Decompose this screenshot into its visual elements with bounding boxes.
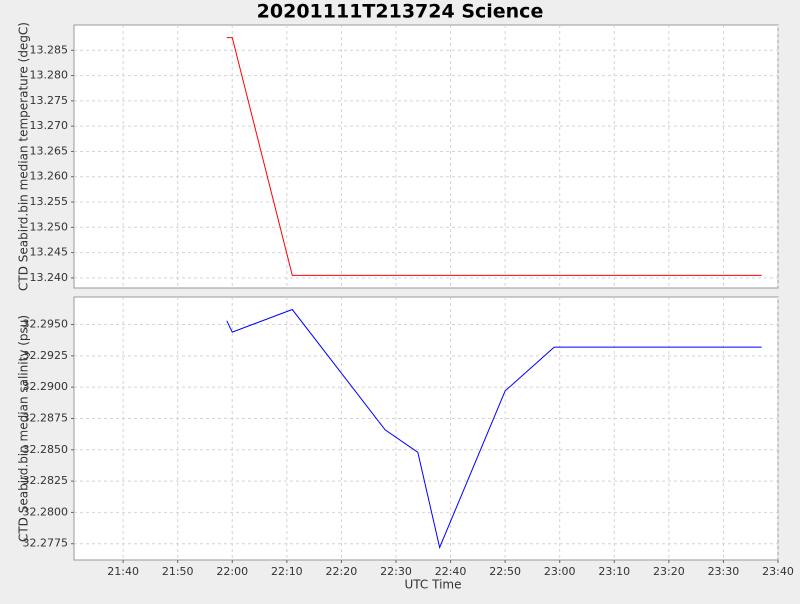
y-tick-label: 13.250 bbox=[30, 220, 69, 233]
x-tick-label: 22:10 bbox=[271, 565, 303, 578]
x-tick-label: 21:40 bbox=[107, 565, 139, 578]
data-line bbox=[226, 308, 762, 550]
x-axis-label: UTC Time bbox=[405, 578, 462, 592]
x-tick-label: 23:30 bbox=[708, 565, 740, 578]
y-tick-label: 13.270 bbox=[30, 119, 69, 132]
y-tick-label: 13.265 bbox=[30, 144, 69, 157]
y-tick-label: 32.2875 bbox=[23, 411, 69, 424]
y-tick-label: 13.255 bbox=[30, 195, 69, 208]
y-tick-label: 32.2900 bbox=[23, 380, 69, 393]
y-tick-label: 32.2775 bbox=[23, 537, 69, 550]
x-tick-label: 22:50 bbox=[489, 565, 521, 578]
x-tick-label: 23:20 bbox=[653, 565, 685, 578]
plot-area bbox=[73, 296, 779, 561]
y-tick-label: 13.240 bbox=[30, 271, 69, 284]
x-tick-label: 23:10 bbox=[598, 565, 630, 578]
y-tick-label: 32.2850 bbox=[23, 443, 69, 456]
x-tick-label: 22:00 bbox=[216, 565, 248, 578]
y-tick-label: 32.2825 bbox=[23, 474, 69, 487]
y-tick-label: 32.2800 bbox=[23, 505, 69, 518]
x-tick-label: 22:30 bbox=[380, 565, 412, 578]
y-tick-label: 13.275 bbox=[30, 94, 69, 107]
chart-title: 20201111T213724 Science bbox=[257, 1, 544, 23]
data-line bbox=[226, 37, 762, 276]
x-tick-label: 21:50 bbox=[162, 565, 194, 578]
y-axis-label: CTD Seabird.bin median temperature (degC… bbox=[17, 22, 31, 291]
y-tick-label: 32.2950 bbox=[23, 318, 69, 331]
y-tick-label: 13.260 bbox=[30, 170, 69, 183]
y-tick-label: 32.2925 bbox=[23, 349, 69, 362]
y-axis-label: CTD Seabird.bin median salinity (psu) bbox=[17, 315, 31, 542]
x-tick-label: 22:20 bbox=[326, 565, 358, 578]
x-tick-label: 23:40 bbox=[762, 565, 794, 578]
x-tick-label: 23:00 bbox=[544, 565, 576, 578]
plot-area bbox=[73, 24, 779, 289]
y-tick-label: 13.285 bbox=[30, 43, 69, 56]
y-tick-label: 13.245 bbox=[30, 246, 69, 259]
x-tick-label: 22:40 bbox=[435, 565, 467, 578]
y-tick-label: 13.280 bbox=[30, 69, 69, 82]
